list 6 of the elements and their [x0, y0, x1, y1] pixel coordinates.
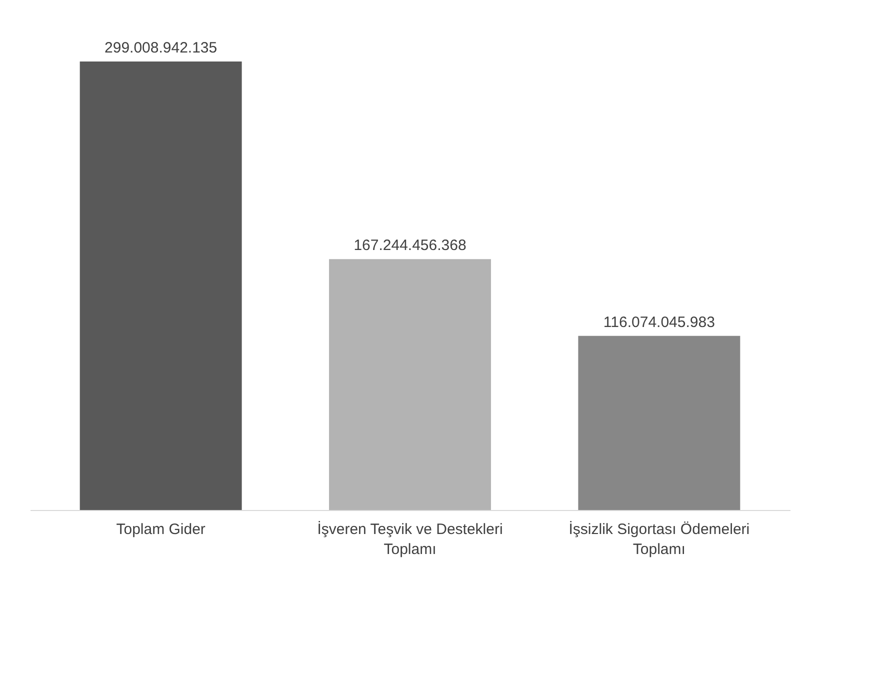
- x-tick-label: İşsizlik Sigortası Ödemeleri Toplamı: [568, 520, 750, 558]
- data-label: 116.074.045.983: [603, 314, 715, 331]
- x-tick-label: İşveren Teşvik ve Destekleri Toplamı: [317, 520, 503, 558]
- x-tick-label: Toplam Gider: [116, 521, 206, 538]
- data-label: 167.244.456.368: [354, 237, 466, 254]
- data-label: 299.008.942.135: [104, 39, 218, 56]
